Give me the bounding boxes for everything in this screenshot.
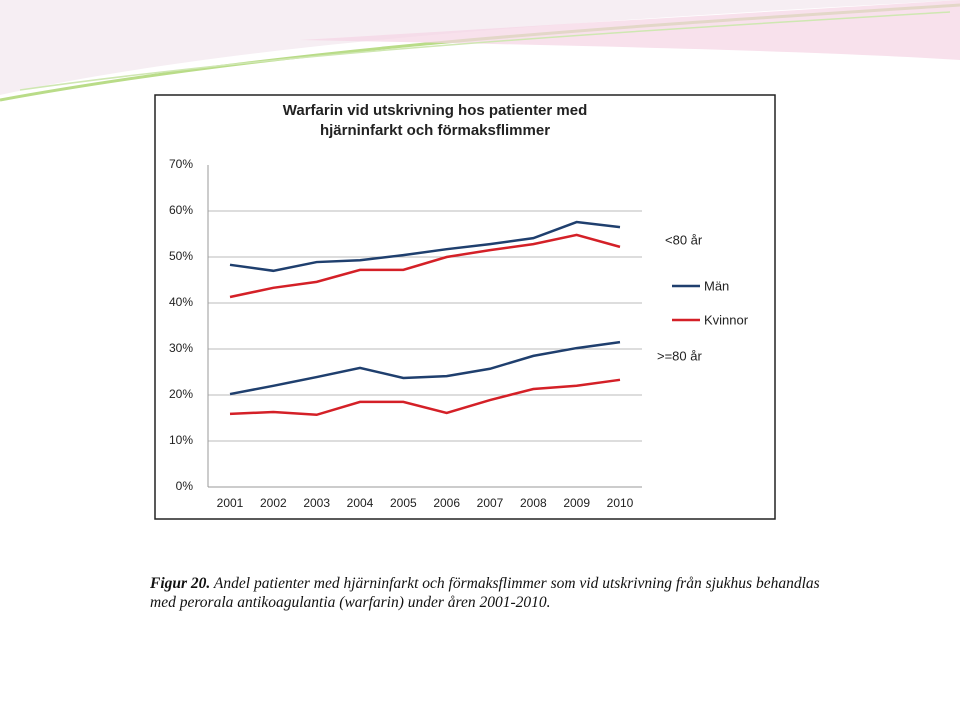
chart-title: Warfarin vid utskrivning hos patienter m… [283, 102, 588, 119]
caption-text: Andel patienter med hjärninfarkt och för… [150, 575, 820, 611]
y-tick-label: 70% [169, 157, 193, 171]
x-tick-label: 2002 [260, 496, 287, 510]
x-tick-label: 2005 [390, 496, 417, 510]
decor [300, 0, 960, 60]
chart-title: hjärninfarkt och förmaksflimmer [320, 122, 550, 139]
y-tick-label: 40% [169, 295, 193, 309]
y-tick-label: 0% [176, 479, 194, 493]
caption: Figur 20. Andel patienter med hjärninfar… [150, 574, 840, 612]
chart-frame [154, 94, 776, 520]
series-line [229, 340, 621, 396]
x-tick-label: 2010 [607, 496, 634, 510]
y-tick-label: 20% [169, 387, 193, 401]
caption-label: Figur 20. [150, 575, 211, 592]
series-line [229, 220, 621, 273]
group-label: >=80 år [657, 348, 702, 363]
y-tick-label: 60% [169, 203, 193, 217]
y-tick-label: 30% [169, 341, 193, 355]
chart: Warfarin vid utskrivning hos patienter m… [154, 94, 776, 520]
x-tick-label: 2007 [477, 496, 504, 510]
legend-label: Kvinnor [704, 312, 749, 327]
x-tick-label: 2001 [217, 496, 244, 510]
y-tick-label: 50% [169, 249, 193, 263]
x-tick-label: 2003 [303, 496, 330, 510]
decor [0, 0, 960, 95]
series-line [229, 233, 621, 299]
decor [19, 11, 951, 91]
group-label: <80 år [665, 232, 703, 247]
x-tick-label: 2009 [563, 496, 590, 510]
x-tick-label: 2008 [520, 496, 547, 510]
legend-label: Män [704, 278, 729, 293]
x-tick-label: 2004 [347, 496, 374, 510]
x-tick-label: 2006 [433, 496, 460, 510]
y-tick-label: 10% [169, 433, 193, 447]
series-line [229, 378, 621, 417]
